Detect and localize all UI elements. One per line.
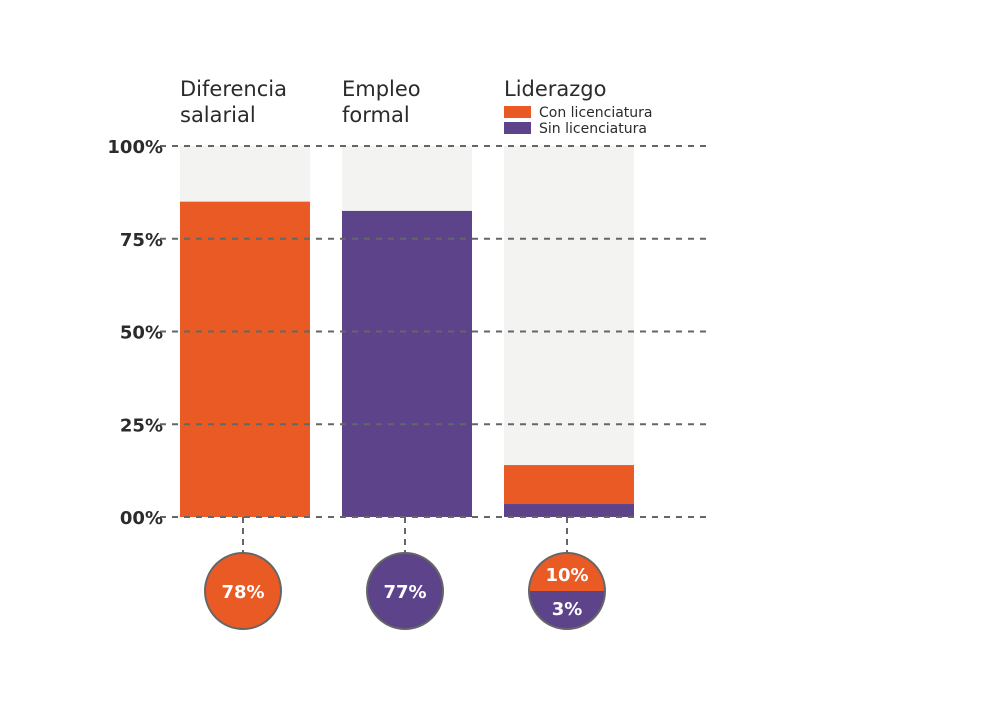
value-badge: [204, 552, 282, 630]
category-title-line: Diferencia: [180, 77, 287, 101]
y-tick-label: 50%: [120, 323, 163, 344]
value-badge-bottom-label: 3%: [552, 599, 583, 620]
category-title-line: Liderazgo: [504, 77, 607, 101]
value-badge-top-label: 10%: [545, 565, 588, 586]
legend-label: Con licenciatura: [539, 105, 653, 121]
legend-label: Sin licenciatura: [539, 121, 647, 137]
category-title-line: salarial: [180, 103, 256, 127]
y-tick-label: 25%: [120, 415, 163, 436]
value-badge-outline: [528, 552, 606, 630]
bar: [180, 201, 310, 517]
category-titles: Diferencia salarial Empleo formal Liderazgo: [180, 77, 607, 127]
category-title-line: Empleo: [342, 77, 421, 101]
value-badge-bottom: [529, 591, 605, 629]
bar: [342, 210, 472, 518]
y-tick-label: 100%: [107, 137, 163, 158]
bar-segment-con-licenciatura: [504, 465, 634, 505]
y-tick-label: 00%: [120, 508, 163, 529]
value-badge-label: 77%: [383, 582, 426, 603]
category-title: Diferencia salarial: [180, 77, 287, 127]
y-axis: 00% 25% 50% 75% 100%: [107, 137, 163, 529]
value-badge-top: [529, 553, 605, 591]
value-badge: [366, 552, 444, 630]
value-badge-label: 78%: [221, 582, 264, 603]
legend-swatch: [504, 106, 531, 118]
category-title-line: formal: [342, 103, 410, 127]
bars-layer: [180, 201, 634, 518]
value-badges: 78% 77% 10% 3%: [204, 517, 606, 630]
y-tick-label: 75%: [120, 230, 163, 251]
legend-swatch: [504, 122, 531, 134]
bar-segment-sin-licenciatura: [504, 504, 634, 517]
category-title: Liderazgo: [504, 77, 607, 101]
category-title: Empleo formal: [342, 77, 421, 127]
